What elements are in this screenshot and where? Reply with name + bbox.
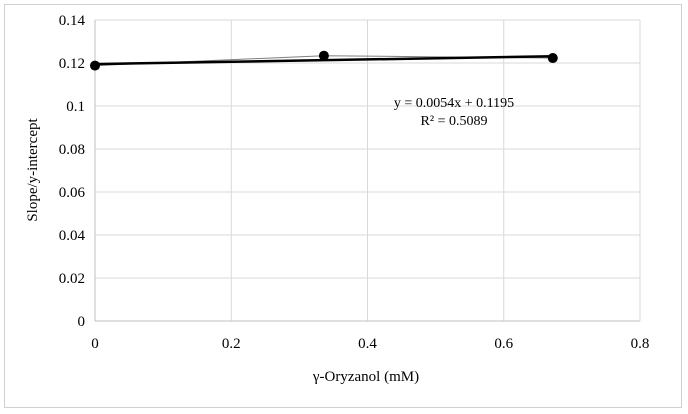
y-tick-label: 0 <box>78 314 86 330</box>
data-points <box>90 50 558 71</box>
trendline-r-squared: R² = 0.5089 <box>421 114 488 129</box>
grid-lines <box>95 19 641 321</box>
y-tick-label: 0.04 <box>59 228 86 244</box>
y-tick-label: 0.1 <box>66 99 85 115</box>
y-tick-label: 0.14 <box>59 13 86 29</box>
y-tick-label: 0.12 <box>59 56 85 72</box>
data-point <box>318 50 329 61</box>
x-tick-label: 0.4 <box>358 336 377 352</box>
trendline-equation: y = 0.0054x + 0.1195 <box>394 96 514 111</box>
x-tick-label: 0.2 <box>222 336 241 352</box>
y-tick-label: 0.06 <box>59 185 86 201</box>
x-tick-label: 0.6 <box>494 336 513 352</box>
tick-labels: 0 0.02 0.04 0.06 0.08 0.1 0.12 0.14 0 0.2 0.4 0.6 0.… <box>59 13 650 352</box>
y-axis-title: Slope/y-intercept <box>25 118 41 222</box>
data-point <box>547 53 558 64</box>
chart-frame <box>4 4 682 408</box>
data-point <box>90 60 100 71</box>
y-tick-label: 0.08 <box>59 142 85 158</box>
x-tick-label: 0.8 <box>631 336 650 352</box>
y-tick-label: 0.02 <box>59 271 85 287</box>
x-axis-title: γ-Oryzanol (mM) <box>312 369 419 385</box>
x-tick-label: 0 <box>91 336 99 352</box>
